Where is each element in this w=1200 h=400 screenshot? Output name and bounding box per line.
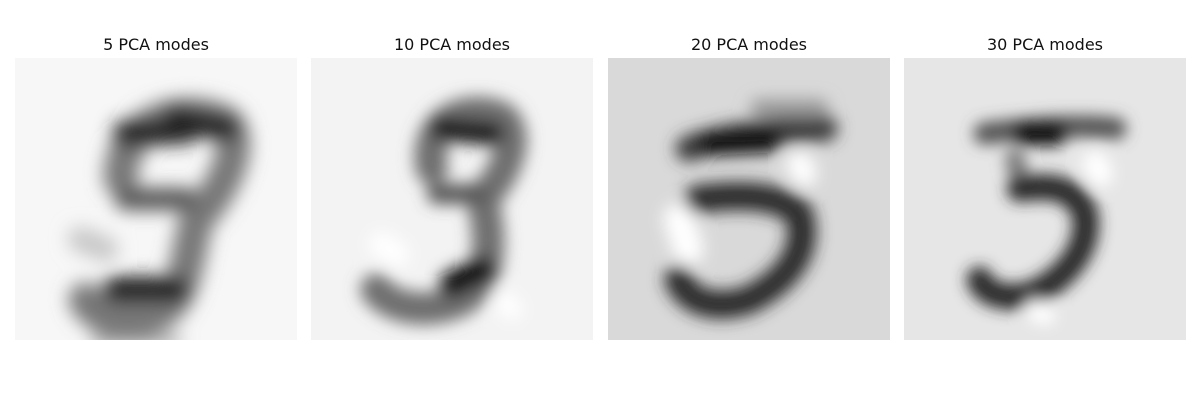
reconstruction-image-10-modes bbox=[311, 58, 593, 340]
panel-10-modes: 10 PCA modes bbox=[311, 30, 593, 340]
panel-30-modes: 30 PCA modes bbox=[904, 30, 1186, 340]
panel-20-modes: 20 PCA modes bbox=[608, 30, 890, 340]
reconstruction-image-20-modes bbox=[608, 58, 890, 340]
panel-title: 20 PCA modes bbox=[690, 35, 807, 54]
panel-title: 5 PCA modes bbox=[103, 35, 209, 54]
reconstruction-image-5-modes bbox=[15, 58, 297, 340]
panel-title: 30 PCA modes bbox=[986, 35, 1103, 54]
panel-5-modes: 5 PCA modes bbox=[15, 30, 297, 340]
panel-title: 10 PCA modes bbox=[393, 35, 510, 54]
reconstruction-image-30-modes bbox=[904, 58, 1186, 340]
